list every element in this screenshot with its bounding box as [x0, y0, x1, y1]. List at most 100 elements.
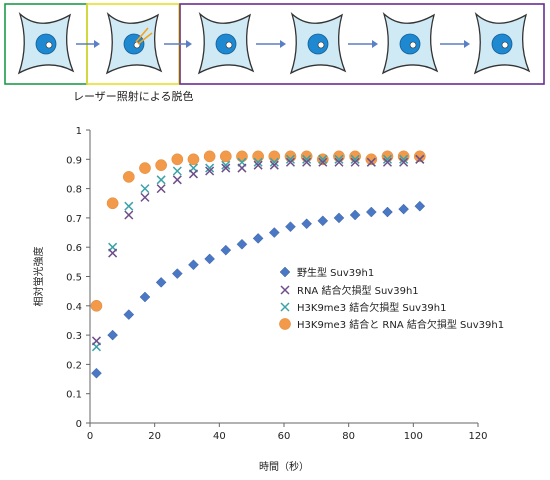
data-point	[219, 150, 232, 163]
cell-icon	[105, 11, 163, 75]
data-point	[139, 162, 151, 174]
x-tick-label: 60	[278, 431, 291, 442]
data-point	[221, 163, 231, 173]
data-point	[236, 150, 248, 163]
y-tick-label: 0.1	[66, 390, 82, 401]
data-point	[333, 212, 345, 224]
x-axis-label: 時間（秒）	[259, 460, 309, 473]
data-point	[253, 157, 263, 167]
data-point	[350, 154, 360, 164]
bleach-caption: レーザー照射による脱色	[73, 89, 193, 103]
data-point	[269, 157, 279, 167]
data-point	[349, 209, 361, 221]
y-tick-label: 0.6	[66, 243, 82, 254]
y-tick-label: 0.3	[66, 331, 82, 342]
data-point	[171, 268, 183, 279]
series-1	[91, 200, 426, 379]
legend-entry: 野生型 Suv39h1	[279, 266, 374, 279]
data-point	[155, 277, 167, 288]
data-point	[203, 150, 216, 163]
data-point	[317, 215, 329, 227]
data-point	[414, 200, 426, 212]
data-point	[318, 157, 328, 167]
x-tick-label: 100	[404, 431, 423, 442]
bleach-spot	[317, 41, 325, 49]
cell-icon	[473, 11, 531, 75]
data-point	[155, 159, 167, 172]
data-point	[188, 259, 199, 271]
cell-icon	[289, 11, 347, 75]
legend-label: RNA 結合欠損型 Suv39h1	[297, 284, 419, 297]
data-point	[91, 336, 101, 346]
data-point	[334, 157, 344, 167]
data-point	[269, 160, 279, 170]
x-tick-label: 120	[468, 431, 487, 442]
data-point	[382, 206, 393, 218]
y-tick-label: 0.9	[66, 155, 82, 166]
data-point	[187, 153, 200, 166]
legend-label: H3K9me3 結合欠損型 Suv39h1	[297, 301, 446, 314]
data-point	[318, 154, 328, 164]
data-point	[334, 154, 344, 164]
data-point	[302, 154, 312, 164]
legend-label: 野生型 Suv39h1	[297, 266, 374, 279]
data-point	[106, 197, 119, 210]
y-tick-label: 0.5	[66, 273, 82, 284]
data-point	[140, 192, 150, 202]
arrow-icon	[76, 40, 100, 48]
data-point	[108, 248, 118, 258]
data-point	[156, 184, 166, 194]
data-point	[172, 166, 182, 176]
data-point	[220, 244, 232, 256]
legend-marker	[280, 302, 290, 312]
y-tick-label: 0.2	[66, 360, 82, 371]
data-point	[413, 150, 426, 163]
x-tick-label: 20	[148, 431, 161, 442]
bleach-spot	[45, 41, 53, 49]
data-point	[365, 153, 378, 166]
data-point	[140, 184, 150, 194]
laser-icon	[135, 27, 153, 45]
arrow-icon	[256, 40, 286, 48]
data-point	[285, 221, 296, 233]
data-point	[285, 154, 295, 164]
arrow-icon	[440, 40, 470, 48]
data-point	[172, 175, 182, 185]
data-point	[123, 309, 135, 320]
legend-entry: H3K9me3 結合欠損型 Suv39h1	[280, 301, 446, 314]
legend-marker	[279, 266, 291, 278]
data-point	[382, 157, 392, 167]
legend-label: H3K9me3 結合と RNA 結合欠損型 Suv39h1	[297, 318, 504, 331]
data-point	[399, 157, 409, 167]
legend-marker	[279, 318, 291, 330]
data-point	[252, 150, 264, 163]
data-point	[90, 299, 103, 312]
x-tick-label: 80	[342, 431, 355, 442]
data-point	[268, 150, 281, 163]
data-point	[139, 291, 151, 303]
y-tick-label: 0	[76, 419, 82, 430]
data-point	[124, 210, 134, 220]
recovery-chart: 0 0.1 0.2 0.3 0.4 0.5 0.6 0.7 0.8 0.9 1 0 20 40 60 80 10…	[32, 126, 504, 473]
data-point	[301, 218, 312, 230]
series-3	[91, 154, 425, 352]
data-point	[124, 201, 134, 211]
frap-diagram	[4, 3, 545, 85]
legend-entry: RNA 結合欠損型 Suv39h1	[280, 284, 419, 297]
legend-entry: H3K9me3 結合と RNA 結合欠損型 Suv39h1	[279, 318, 504, 331]
data-point	[350, 157, 360, 167]
bleach-spot	[225, 41, 233, 49]
y-tick-label: 0.7	[66, 214, 82, 225]
data-point	[365, 206, 377, 218]
y-axis-label: 相対蛍光強度	[32, 247, 45, 307]
data-point	[205, 166, 215, 176]
arrow-icon	[164, 40, 192, 48]
data-point	[107, 329, 118, 341]
data-point	[268, 227, 280, 238]
data-point	[91, 367, 102, 379]
data-point	[205, 163, 215, 173]
data-point	[236, 238, 248, 250]
data-point	[302, 157, 312, 167]
data-point	[285, 157, 295, 167]
